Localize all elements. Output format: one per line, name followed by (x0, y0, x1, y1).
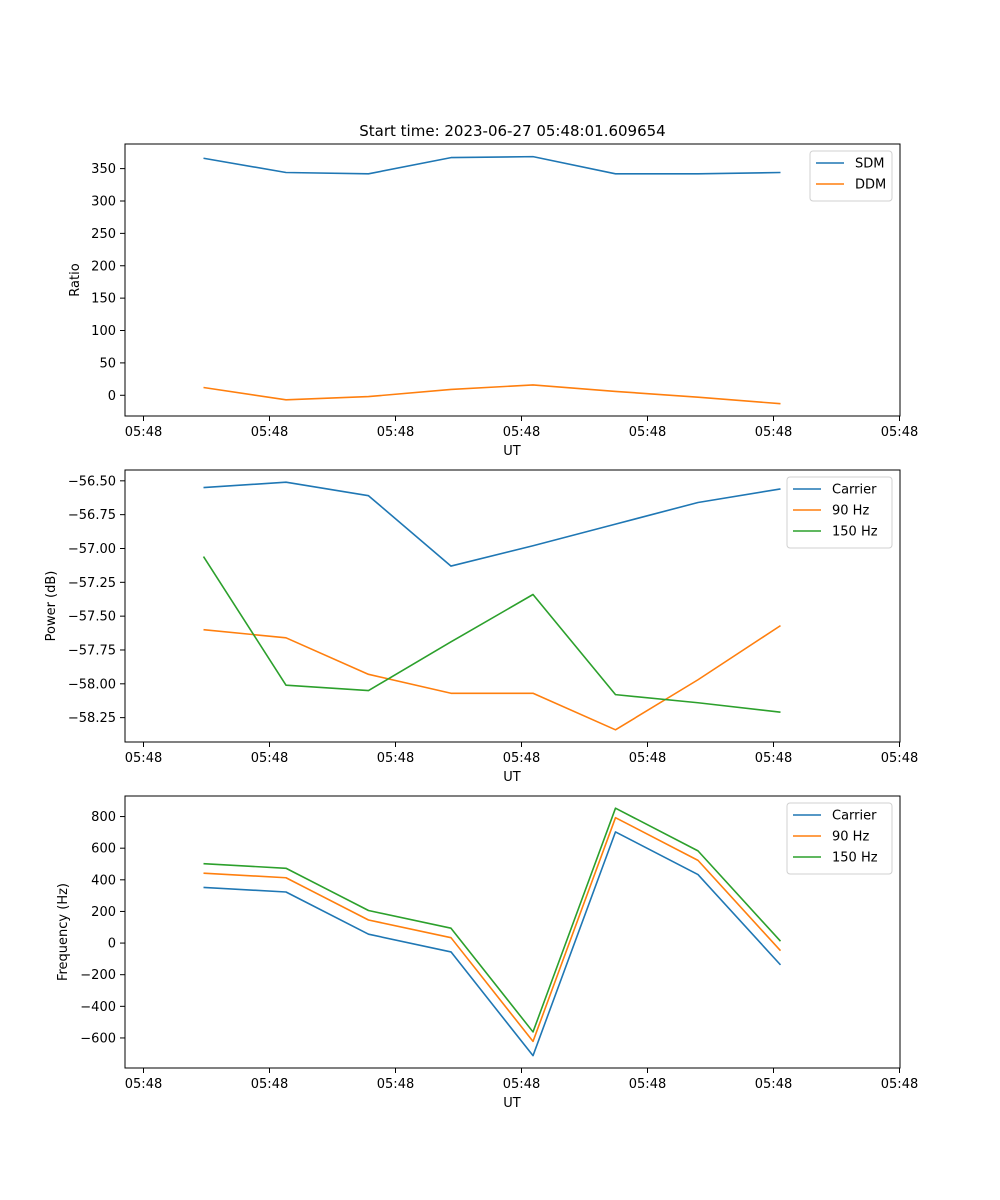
axes-frame (124, 143, 901, 417)
legend-label-3: 150 Hz (832, 851, 878, 866)
y-tick-label: −200 (80, 968, 116, 983)
x-tick-label: 05:48 (377, 425, 414, 440)
x-axis-label: UT (503, 770, 521, 785)
y-tick-label: 200 (91, 259, 116, 274)
series-line-3 (203, 807, 782, 1033)
series-line-2 (203, 816, 782, 1043)
x-tick-label: 05:48 (503, 425, 540, 440)
series-line-1 (203, 155, 781, 175)
x-tick-label: 05:48 (755, 1077, 792, 1092)
y-tick-label: 400 (91, 873, 116, 888)
y-tick-label: 150 (91, 292, 116, 307)
chart-panel-1: 05:48 05:48 05:48 05:48 05:48 05:48 05:48 UT 0 50… (68, 143, 918, 459)
y-tick-label: 50 (99, 356, 116, 371)
series-line-1 (203, 831, 782, 1057)
legend-label-1: Carrier (832, 809, 877, 824)
legend: Carrier 90 Hz 150 Hz (786, 476, 893, 549)
y-tick-label: −58.25 (68, 711, 116, 726)
axes-frame (124, 795, 901, 1069)
x-tick-label: 05:48 (629, 425, 666, 440)
figure-title: Start time: 2023-06-27 05:48:01.609654 (359, 122, 665, 140)
x-tick-label: 05:48 (125, 425, 162, 440)
y-tick-label: −57.25 (68, 576, 116, 591)
y-axis-label: Ratio (68, 263, 83, 296)
chart-panel-2: 05:48 05:48 05:48 05:48 05:48 05:48 05:48 UT −58… (44, 469, 918, 785)
x-tick-label: 05:48 (125, 751, 162, 766)
y-tick-label: −57.00 (68, 542, 116, 557)
y-tick-label: 200 (91, 905, 116, 920)
y-tick-label: −600 (80, 1031, 116, 1046)
x-tick-label: 05:48 (755, 751, 792, 766)
legend-label-1: Carrier (832, 483, 877, 498)
x-tick-label: 05:48 (251, 425, 288, 440)
x-axis-label: UT (503, 1096, 521, 1111)
x-tick-label: 05:48 (881, 425, 918, 440)
y-tick-label: 350 (91, 162, 116, 177)
chart-panel-3: 05:48 05:48 05:48 05:48 05:48 05:48 05:48 UT −60… (56, 795, 918, 1111)
x-tick-label: 05:48 (881, 1077, 918, 1092)
x-tick-label: 05:48 (377, 1077, 414, 1092)
x-tick-label: 05:48 (503, 1077, 540, 1092)
x-tick-label: 05:48 (125, 1077, 162, 1092)
x-tick-label: 05:48 (503, 751, 540, 766)
y-tick-label: 600 (91, 842, 116, 857)
y-tick-label: −400 (80, 1000, 116, 1015)
y-tick-label: 300 (91, 194, 116, 209)
series-line-1 (203, 481, 781, 567)
legend-label-3: 150 Hz (832, 525, 878, 540)
y-tick-label: 0 (108, 389, 116, 404)
y-tick-label: 0 (108, 937, 116, 952)
x-tick-label: 05:48 (251, 1077, 288, 1092)
y-tick-label: 100 (91, 324, 116, 339)
legend: SDM DDM (809, 150, 893, 202)
series-line-2 (203, 384, 781, 405)
legend-label-2: 90 Hz (832, 830, 869, 845)
x-tick-label: 05:48 (629, 1077, 666, 1092)
y-tick-label: −58.00 (68, 677, 116, 692)
legend-label-2: DDM (855, 178, 886, 193)
legend-label-2: 90 Hz (832, 504, 869, 519)
axes-frame (124, 469, 901, 743)
y-axis-label: Power (dB) (44, 571, 59, 642)
y-tick-label: 250 (91, 227, 116, 242)
x-tick-label: 05:48 (629, 751, 666, 766)
x-tick-label: 05:48 (881, 751, 918, 766)
series-line-3 (202, 556, 781, 714)
x-tick-label: 05:48 (755, 425, 792, 440)
x-axis-label: UT (503, 444, 521, 459)
y-tick-label: −57.50 (68, 610, 116, 625)
y-tick-label: −57.75 (68, 643, 116, 658)
legend: Carrier 90 Hz 150 Hz (786, 802, 893, 875)
y-tick-label: −56.75 (68, 508, 116, 523)
legend-label-1: SDM (855, 157, 884, 172)
x-tick-label: 05:48 (251, 751, 288, 766)
y-axis-label: Frequency (Hz) (56, 883, 71, 981)
series-line-2 (203, 624, 781, 731)
y-tick-label: −56.50 (68, 474, 116, 489)
x-tick-label: 05:48 (377, 751, 414, 766)
y-tick-label: 800 (91, 810, 116, 825)
